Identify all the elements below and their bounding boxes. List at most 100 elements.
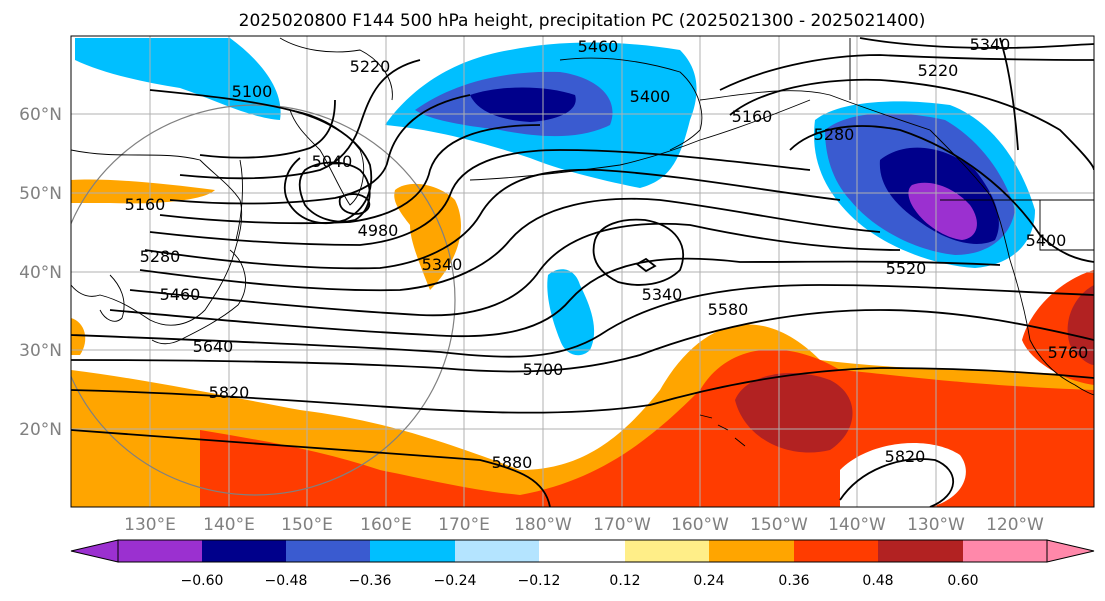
contour-5040 — [298, 161, 371, 223]
colorbar-swatch — [455, 540, 539, 562]
lat-tick-label: 60°N — [19, 105, 62, 125]
contour-label: 4980 — [358, 221, 399, 240]
coast-canada-border — [849, 38, 1094, 251]
neg-bering-core — [470, 87, 576, 122]
contour-5820-east — [839, 458, 955, 507]
lon-tick-label: 130°W — [907, 515, 965, 535]
coast-japan — [151, 249, 246, 345]
contour-label: 5340 — [422, 255, 463, 274]
colorbar-swatch — [794, 540, 878, 562]
lon-tick-label: 160°E — [360, 515, 412, 535]
colorbar-swatch — [709, 540, 794, 562]
contour-label: 5040 — [312, 152, 353, 171]
lon-tick-label: 140°W — [828, 515, 886, 535]
lon-tick-label: 150°E — [281, 515, 333, 535]
coast-alaska-west — [559, 57, 703, 151]
lon-tick-label: 140°E — [203, 515, 255, 535]
range-ring — [71, 104, 456, 496]
contour-label: 5520 — [886, 259, 927, 278]
colorbar-tick-label: −0.48 — [265, 573, 308, 589]
coast-siberia-north — [279, 37, 393, 101]
contour-5820-west — [71, 367, 1094, 414]
colorbar-swatch — [286, 540, 370, 562]
neg-central-pacific — [547, 269, 595, 356]
contour-5400-east — [789, 125, 1094, 263]
lat-tick-label: 50°N — [19, 184, 62, 204]
contour-label: 5820 — [885, 447, 926, 466]
lon-tick-label: 180°W — [514, 515, 572, 535]
contour-5880 — [71, 429, 551, 507]
contour-5340-small — [635, 257, 657, 273]
pos-west-edge — [71, 318, 86, 355]
contour-5160 — [199, 99, 336, 159]
lon-tick-label: 160°W — [671, 515, 729, 535]
colorbar-arrow-low — [70, 539, 119, 563]
contour-labels: 5460 5340 5220 5100 5040 4980 5160 5280 … — [125, 35, 1089, 472]
lon-tick-label: 170°E — [438, 515, 490, 535]
colorbar-swatch — [118, 540, 202, 562]
contour-label: 5220 — [918, 61, 959, 80]
pos-west-band — [71, 179, 215, 204]
contour-label: 5100 — [232, 82, 273, 101]
colorbar-arrow-high — [1046, 539, 1095, 563]
contour-label: 5820 — [209, 383, 250, 402]
contour-5220 — [179, 59, 421, 180]
pos-east-subtropics-hole — [840, 443, 966, 507]
coast-sakhalin — [235, 159, 243, 241]
contour-5100 — [149, 89, 373, 224]
colorbar-swatch — [370, 540, 455, 562]
coast-us-west — [1009, 259, 1094, 396]
lat-tick-label: 30°N — [19, 341, 62, 361]
colorbar-tick-label: −0.60 — [181, 573, 224, 589]
colorbar-frame — [117, 539, 1048, 563]
contour-5520 — [139, 197, 881, 292]
coast-bc — [929, 129, 1011, 261]
lon-tick-label: 130°E — [124, 515, 176, 535]
contour-5760 — [71, 309, 1094, 373]
contour-label: 5340 — [970, 35, 1011, 54]
lat-tick-label: 40°N — [19, 263, 62, 283]
contour-4980 — [338, 193, 371, 215]
contour-label: 5400 — [1026, 231, 1067, 250]
contour-label: 5880 — [492, 453, 533, 472]
contour-5640 — [109, 257, 1001, 338]
map-panel: 5460 5340 5220 5100 5040 4980 5160 5280 … — [70, 35, 1095, 508]
contour-label: 5640 — [193, 337, 234, 356]
lat-axis: 60°N 50°N 40°N 30°N 20°N — [19, 105, 62, 440]
contour-5400 — [149, 149, 811, 246]
lat-tick-label: 20°N — [19, 420, 62, 440]
coast-hawaii — [699, 414, 746, 447]
neg-gulf-alaska-extreme — [908, 182, 977, 240]
lon-tick-label: 150°W — [750, 515, 808, 535]
contour-label: 5160 — [125, 195, 166, 214]
pos-hawaii-core — [735, 372, 853, 453]
lon-tick-label: 120°W — [986, 515, 1044, 535]
contour-label: 5760 — [1048, 343, 1089, 362]
colorbar-tick-label: −0.12 — [518, 573, 561, 589]
colorbar: −0.60 −0.48 −0.36 −0.24 −0.12 0.12 0.24 … — [70, 539, 1095, 589]
pos-kamchatka-east — [394, 183, 461, 290]
pos-east-edge-core — [1067, 285, 1094, 365]
contour-5580 — [129, 222, 901, 317]
contour-5340-west — [159, 124, 541, 225]
graticule — [71, 36, 1094, 507]
colorbar-tick-label: −0.24 — [434, 573, 477, 589]
contour-label: 5700 — [523, 360, 564, 379]
colorbar-tick-label: 0.12 — [609, 573, 640, 589]
contour-label: 5280 — [140, 247, 181, 266]
contour-label: 5460 — [160, 285, 201, 304]
figure-title: 2025020800 F144 500 hPa height, precipit… — [239, 11, 926, 31]
colorbar-tick-label: 0.36 — [778, 573, 809, 589]
lon-axis: 130°E 140°E 150°E 160°E 170°E 180°W 170°… — [124, 515, 1044, 535]
lon-tick-label: 170°W — [593, 515, 651, 535]
contour-label: 5340 — [642, 285, 683, 304]
coast-asia — [71, 149, 243, 326]
contour-label: 5460 — [578, 37, 619, 56]
contour-label: 5400 — [630, 87, 671, 106]
contour-5280-east — [729, 78, 1094, 171]
contour-5280 — [169, 94, 471, 205]
contour-5460 — [144, 168, 841, 270]
contour-label: 5160 — [732, 107, 773, 126]
contour-label: 5580 — [708, 300, 749, 319]
contour-label: 5220 — [350, 57, 391, 76]
